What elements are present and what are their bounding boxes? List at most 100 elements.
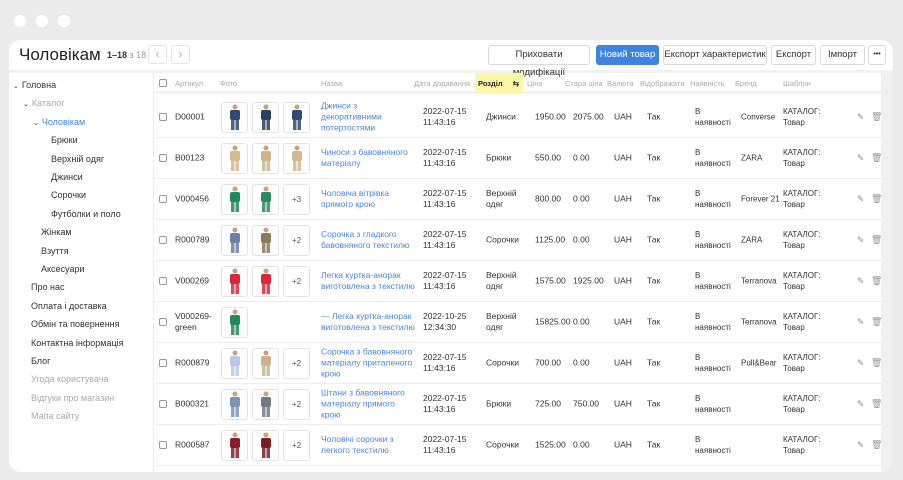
sidebar-item[interactable]: Верхній одяг (51, 154, 104, 164)
prev-page-button[interactable]: ‹ (148, 45, 167, 64)
delete-icon[interactable]: 🗑 (871, 275, 883, 286)
col-template[interactable]: Шаблон (783, 79, 811, 88)
more-photos[interactable]: +2 (283, 430, 310, 461)
edit-icon[interactable]: ✎ (857, 234, 865, 245)
row-checkbox[interactable] (159, 318, 167, 326)
table-row[interactable]: V000269 +2 Легка куртка-анорак виготовлена… (155, 261, 893, 302)
sidebar-item[interactable]: Обмін та повернення (31, 319, 120, 329)
product-photo[interactable] (252, 348, 279, 379)
product-photo[interactable] (221, 266, 248, 297)
col-brand[interactable]: Бренд (735, 79, 757, 88)
more-photos[interactable]: +3 (283, 184, 310, 215)
product-photo[interactable] (221, 307, 248, 338)
product-photo[interactable] (252, 225, 279, 256)
window-dot[interactable] (58, 15, 70, 27)
table-row[interactable]: V000456 +3 Чоловіча вітрівка прямого крою 2… (155, 179, 893, 220)
table-row[interactable]: V000269-green — Легка куртка-анорак вигот… (155, 302, 893, 343)
delete-icon[interactable]: 🗑 (871, 152, 883, 163)
edit-icon[interactable]: ✎ (857, 111, 865, 122)
row-checkbox[interactable] (159, 154, 167, 162)
hide-modifications-button[interactable]: Приховати модифікації (488, 45, 590, 78)
col-display[interactable]: Відображати (640, 79, 685, 88)
product-photo[interactable] (221, 348, 248, 379)
product-photo[interactable] (252, 102, 279, 133)
product-photo[interactable] (221, 225, 248, 256)
product-photo[interactable] (221, 389, 248, 420)
chevron-down-icon[interactable]: ⌄ (13, 83, 19, 90)
delete-icon[interactable]: 🗑 (871, 193, 883, 204)
row-checkbox[interactable] (159, 277, 167, 285)
edit-icon[interactable]: ✎ (857, 275, 865, 286)
col-section[interactable]: Розділ ⇆ (475, 73, 523, 94)
product-name-link[interactable]: — Легка куртка-анорак виготовлена з текс… (321, 311, 415, 332)
col-old-price[interactable]: Стара ціна (565, 79, 603, 88)
col-name[interactable]: Назва (321, 79, 343, 88)
table-row[interactable]: R000879 +2 Сорочка з бавовняного матеріалу… (155, 343, 893, 384)
delete-icon[interactable]: 🗑 (871, 111, 883, 122)
edit-icon[interactable]: ✎ (857, 357, 865, 368)
more-photos[interactable]: +2 (283, 225, 310, 256)
more-photos[interactable]: +2 (283, 266, 310, 297)
sidebar-item[interactable]: ⌄ Чоловікам (33, 117, 85, 127)
chevron-down-icon[interactable]: ⌄ (23, 101, 29, 109)
sidebar-item[interactable]: Оплата і доставка (31, 301, 107, 311)
sidebar-item[interactable]: ⌄ Головна (13, 80, 56, 90)
more-photos[interactable]: +2 (283, 389, 310, 420)
sidebar-item[interactable]: Джинси (51, 172, 83, 182)
window-dot[interactable] (14, 15, 26, 27)
table-row[interactable]: B000321 +2 Штани з бавовняного матеріалу п… (155, 384, 893, 425)
sidebar-item[interactable]: Жінкам (41, 227, 72, 237)
product-name-link[interactable]: Джинси з декоративними потертостями (321, 100, 382, 133)
new-item-button[interactable]: Новий товар (596, 45, 659, 65)
product-name-link[interactable]: Чиноси з бавовняного матеріалу (321, 147, 408, 168)
edit-icon[interactable]: ✎ (857, 439, 865, 450)
sidebar-item[interactable]: Контактна інформація (31, 338, 124, 348)
delete-icon[interactable]: 🗑 (871, 398, 883, 409)
sidebar-item[interactable]: Взуття (41, 246, 69, 256)
product-photo[interactable] (221, 102, 248, 133)
col-availability[interactable]: Наявність (690, 79, 725, 88)
sidebar-item[interactable]: Футболки и поло (51, 209, 121, 219)
sidebar-item[interactable]: Про нас (31, 282, 64, 292)
chevron-down-icon[interactable]: ⌄ (33, 119, 39, 127)
sidebar-item[interactable]: ⌄ Каталог (23, 98, 65, 108)
product-photo[interactable] (283, 143, 310, 174)
more-button[interactable]: ••• (868, 45, 886, 65)
edit-icon[interactable]: ✎ (857, 316, 865, 327)
col-sku[interactable]: Артикул (175, 79, 203, 88)
sidebar-item[interactable]: Відгуки про магазин (31, 393, 114, 403)
product-photo[interactable] (252, 430, 279, 461)
sidebar-item[interactable]: Блог (31, 356, 50, 366)
export-specs-button[interactable]: Експорт характеристик (663, 45, 767, 65)
scrollbar[interactable] (881, 73, 893, 472)
select-all-checkbox[interactable] (159, 79, 167, 87)
sidebar-item[interactable]: Брюки (51, 135, 78, 145)
sidebar-item[interactable]: Мапа сайту (31, 411, 79, 421)
product-name-link[interactable]: Штани з бавовняного матеріалу прямого кр… (321, 387, 405, 420)
product-photo[interactable] (252, 143, 279, 174)
product-name-link[interactable]: Сорочка з бавовняного матеріалу притален… (321, 346, 413, 379)
table-row[interactable]: D00001 Джинси з декоративними потертостям… (155, 97, 893, 138)
row-checkbox[interactable] (159, 400, 167, 408)
edit-icon[interactable]: ✎ (857, 152, 865, 163)
row-checkbox[interactable] (159, 359, 167, 367)
product-photo[interactable] (283, 102, 310, 133)
row-checkbox[interactable] (159, 441, 167, 449)
product-name-link[interactable]: Чоловічі сорочки з легкого текстилю (321, 434, 394, 455)
product-name-link[interactable]: Сорочка з гладкого бавовняного текстилю (321, 229, 410, 250)
table-row[interactable]: R000587 +2 Чоловічі сорочки з легкого текс… (155, 425, 893, 466)
sidebar-item[interactable]: Угода користувача (31, 374, 108, 384)
product-photo[interactable] (252, 266, 279, 297)
delete-icon[interactable]: 🗑 (871, 316, 883, 327)
product-photo[interactable] (252, 184, 279, 215)
product-photo[interactable] (252, 389, 279, 420)
sidebar-item[interactable]: Сорочки (51, 190, 86, 200)
product-photo[interactable] (221, 430, 248, 461)
sidebar-item[interactable]: Аксесуари (41, 264, 84, 274)
product-photo[interactable] (221, 143, 248, 174)
delete-icon[interactable]: 🗑 (871, 234, 883, 245)
product-photo[interactable] (221, 184, 248, 215)
row-checkbox[interactable] (159, 236, 167, 244)
product-name-link[interactable]: Чоловіча вітрівка прямого крою (321, 188, 389, 209)
window-dot[interactable] (36, 15, 48, 27)
